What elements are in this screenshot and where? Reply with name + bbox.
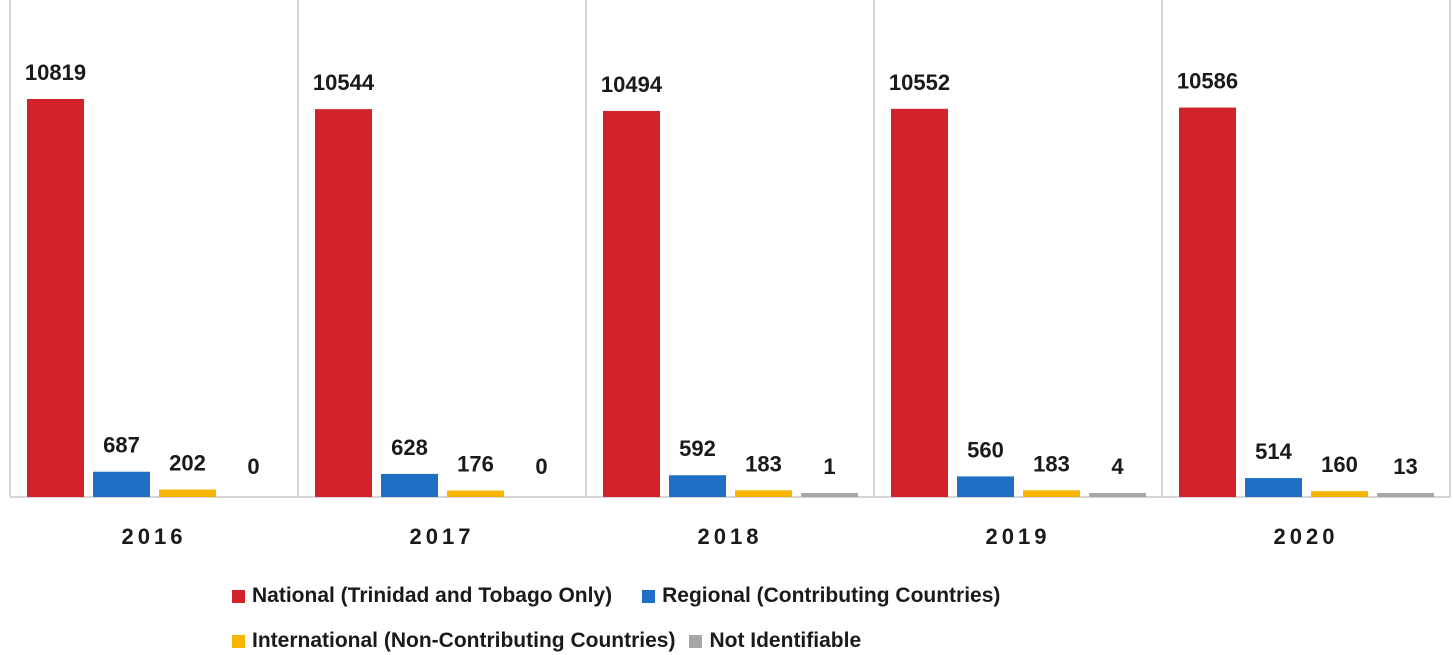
legend-label-regional: Regional (Contributing Countries) xyxy=(662,584,1001,607)
data-label: 10494 xyxy=(601,72,663,97)
data-label: 10819 xyxy=(25,60,86,85)
bar xyxy=(93,471,150,497)
legend-label-international: International (Non-Contributing Countrie… xyxy=(252,629,676,652)
legend-row-1: National (Trinidad and Tobago Only) Regi… xyxy=(232,584,1000,608)
data-label: 183 xyxy=(745,451,782,476)
data-label: 514 xyxy=(1255,439,1292,464)
bar xyxy=(957,476,1014,497)
data-label: 687 xyxy=(103,433,140,458)
legend-swatch-national xyxy=(232,589,245,603)
data-label: 10544 xyxy=(313,70,375,95)
legend-swatch-regional xyxy=(642,589,656,603)
legend-item-not-identifiable: Not Identifiable xyxy=(689,629,861,653)
bar xyxy=(1311,491,1368,497)
data-label: 628 xyxy=(391,435,428,460)
bar xyxy=(1023,490,1080,497)
bar xyxy=(603,110,660,498)
bar xyxy=(381,473,438,497)
legend-label-not-identifiable: Not Identifiable xyxy=(709,629,862,652)
x-tick-label: 2020 xyxy=(1274,524,1339,549)
data-label: 160 xyxy=(1321,452,1358,477)
bar xyxy=(1245,478,1302,497)
data-label: 592 xyxy=(679,436,716,461)
bar xyxy=(1089,493,1146,497)
bar xyxy=(735,490,792,497)
data-label: 176 xyxy=(457,452,494,477)
data-label: 560 xyxy=(967,437,1004,462)
legend-item-national: National (Trinidad and Tobago Only) xyxy=(232,584,612,608)
bar xyxy=(447,490,504,497)
legend-item-regional: Regional (Contributing Countries) xyxy=(642,584,1000,608)
data-label: 0 xyxy=(247,454,259,479)
data-label: 13 xyxy=(1393,454,1417,479)
data-label: 183 xyxy=(1033,451,1070,476)
legend-swatch-international xyxy=(232,634,245,648)
bar xyxy=(1179,107,1236,497)
x-tick-label: 2019 xyxy=(986,524,1051,549)
bar xyxy=(1377,493,1434,497)
legend-row-2: International (Non-Contributing Countrie… xyxy=(232,629,861,653)
data-label: 0 xyxy=(535,454,547,479)
legend-item-international: International (Non-Contributing Countrie… xyxy=(232,629,675,653)
x-tick-label: 2017 xyxy=(410,524,475,549)
data-label: 10586 xyxy=(1177,69,1238,94)
data-label: 1 xyxy=(823,454,835,479)
bar xyxy=(159,489,216,497)
bar xyxy=(315,109,372,498)
x-tick-label: 2016 xyxy=(122,524,187,549)
bar xyxy=(891,108,948,497)
bar xyxy=(27,99,84,497)
data-label: 4 xyxy=(1111,454,1124,479)
bar xyxy=(801,493,858,497)
legend-swatch-not-identifiable xyxy=(689,634,703,648)
data-label: 202 xyxy=(169,451,206,476)
bar xyxy=(669,475,726,497)
data-label: 10552 xyxy=(889,70,950,95)
x-tick-label: 2018 xyxy=(698,524,763,549)
legend-label-national: National (Trinidad and Tobago Only) xyxy=(252,584,613,607)
